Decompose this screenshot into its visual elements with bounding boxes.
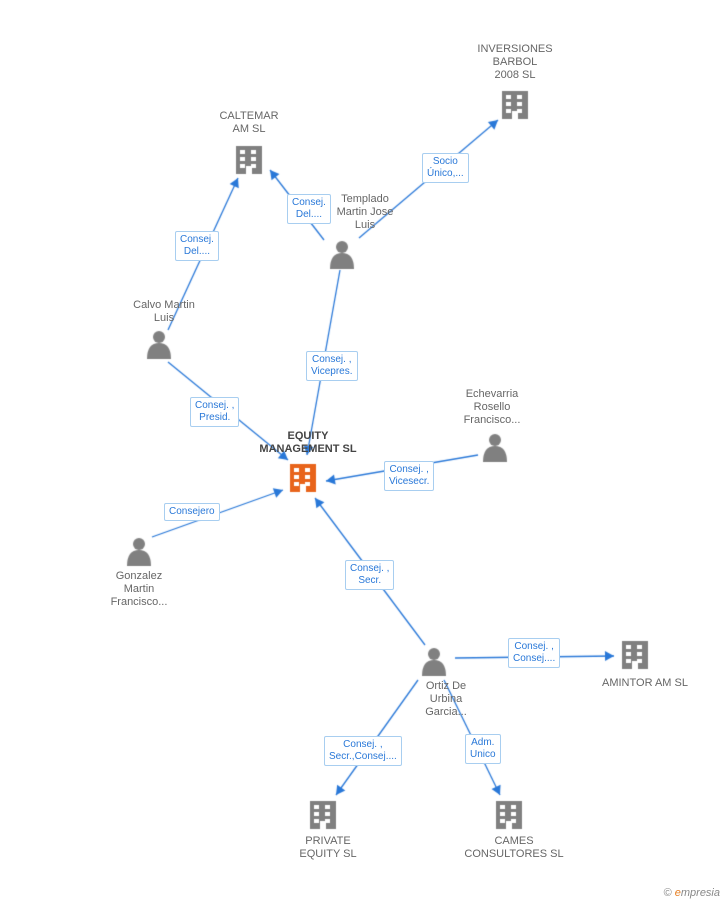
edge-label: Consej. , Vicepres. xyxy=(306,351,358,381)
node-label: EQUITY MANAGEMENT SL xyxy=(238,430,378,456)
edge-label: Socio Único,... xyxy=(422,153,469,183)
copyright: © empresia xyxy=(664,887,720,899)
edge-label: Adm. Unico xyxy=(465,734,501,764)
node-label: AMINTOR AM SL xyxy=(585,677,705,690)
edge-label: Consej. Del.... xyxy=(175,231,219,261)
node-label: Gonzalez Martin Francisco... xyxy=(99,570,179,610)
edge-label: Consej. Del.... xyxy=(287,194,331,224)
node-label: INVERSIONES BARBOL 2008 SL xyxy=(465,43,565,83)
node-label: Echevarria Rosello Francisco... xyxy=(447,388,537,428)
edge-label: Consej. , Secr.,Consej.... xyxy=(324,736,402,766)
edge-label: Consej. , Secr. xyxy=(345,560,394,590)
node-label: CALTEMAR AM SL xyxy=(199,110,299,136)
edge-label: Consej. , Consej.... xyxy=(508,638,560,668)
node-label: Templado Martin Jose Luis xyxy=(320,193,410,233)
brand-rest: mpresia xyxy=(681,887,720,899)
node-label: CAMES CONSULTORES SL xyxy=(449,835,579,861)
edge-label: Consej. , Presid. xyxy=(190,397,239,427)
edge-label: Consejero xyxy=(164,503,220,521)
edge-label: Consej. , Vicesecr. xyxy=(384,461,434,491)
copyright-symbol: © xyxy=(664,887,672,899)
node-label: Ortiz De Urbina Garcia... xyxy=(406,680,486,720)
node-label: PRIVATE EQUITY SL xyxy=(283,835,373,861)
node-label: Calvo Martin Luis xyxy=(119,299,209,325)
